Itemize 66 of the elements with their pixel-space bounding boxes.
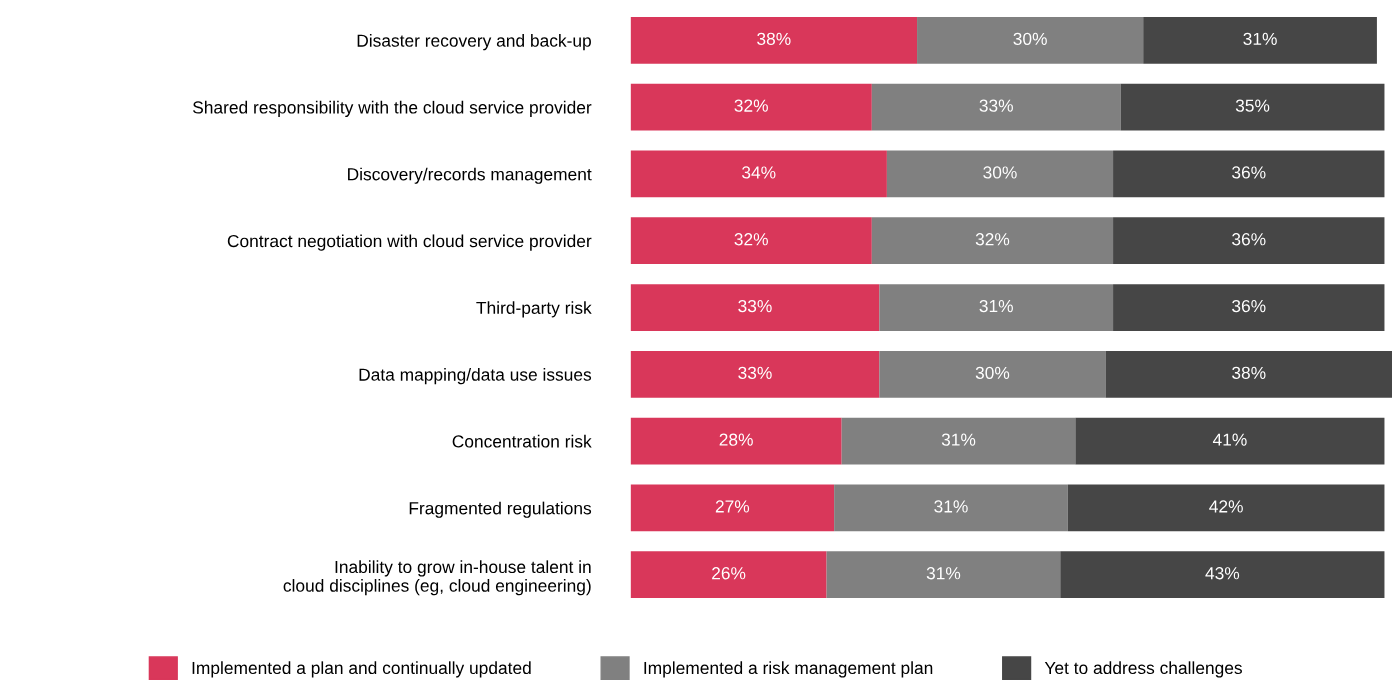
bar [630, 350, 880, 398]
y-tick-label: Concentration risk [452, 434, 592, 448]
y-tick-label: Shared responsibility with the cloud service provider [193, 100, 592, 118]
bar [834, 484, 1068, 532]
y-tick-label: Disaster recovery and back-up [357, 34, 591, 51]
data-label: 31% [926, 567, 961, 580]
bar [879, 350, 1106, 398]
bar [826, 551, 1061, 599]
data-label: 36% [1232, 233, 1266, 246]
data-label: 30% [975, 366, 1010, 379]
data-label: 41% [1212, 433, 1247, 446]
data-label: 31% [1243, 32, 1277, 46]
bar [879, 284, 1114, 331]
bar [630, 551, 827, 599]
bar [1075, 417, 1385, 465]
data-label: 38% [757, 32, 791, 46]
data-label: 33% [979, 99, 1013, 112]
bar [886, 150, 1114, 198]
data-label: 27% [715, 500, 750, 513]
bar [1113, 150, 1385, 198]
bar [1120, 83, 1385, 131]
bar [1113, 217, 1385, 265]
data-label: 32% [734, 233, 768, 246]
bar [1143, 16, 1377, 64]
data-label: 38% [1232, 366, 1266, 379]
data-label: 32% [734, 99, 768, 112]
data-label: 42% [1209, 500, 1243, 513]
data-label: 36% [1232, 166, 1266, 179]
legend-label: Implemented a plan and continually updated [192, 661, 531, 678]
bar [630, 16, 918, 64]
bar [1113, 284, 1385, 331]
data-label: 31% [941, 433, 976, 446]
bar [630, 417, 842, 465]
data-label: 36% [1232, 299, 1266, 313]
y-tick-label: Third-party risk [476, 301, 592, 318]
data-label: 35% [1235, 99, 1270, 112]
data-label: 34% [742, 166, 776, 179]
bar [871, 217, 1114, 265]
bar [630, 284, 880, 331]
data-label: 30% [983, 166, 1017, 179]
bar [1105, 350, 1392, 398]
legend-label: Yet to address challenges [1044, 661, 1242, 678]
y-tick-label: Contract negotiation with cloud service provider [227, 234, 592, 251]
bar [917, 16, 1144, 64]
data-label: 43% [1205, 567, 1240, 580]
data-label: 30% [1013, 32, 1047, 46]
bar [871, 83, 1121, 131]
y-tick-label: Data mapping/data use issues [359, 368, 592, 385]
bar [630, 83, 872, 131]
bar [1067, 484, 1385, 532]
y-tick-label: Discovery/records management [348, 167, 592, 184]
data-label: 33% [738, 299, 772, 313]
legend-label: Implemented a risk management plan [644, 661, 933, 678]
y-tick-label: Fragmented regulations [409, 501, 592, 518]
data-label: 28% [719, 433, 753, 446]
bar [630, 217, 872, 265]
data-label: 31% [934, 500, 968, 513]
data-label: 32% [975, 233, 1010, 246]
data-label: 31% [979, 299, 1013, 313]
data-label: 26% [712, 567, 746, 580]
bar [841, 417, 1076, 465]
y-tick-label: Inability to grow in-house talent in cloud disciplines (eg, cloud engineering) [283, 560, 591, 596]
bar [630, 150, 887, 198]
bar [630, 484, 835, 532]
data-label: 33% [738, 366, 772, 379]
bar [1060, 551, 1385, 599]
